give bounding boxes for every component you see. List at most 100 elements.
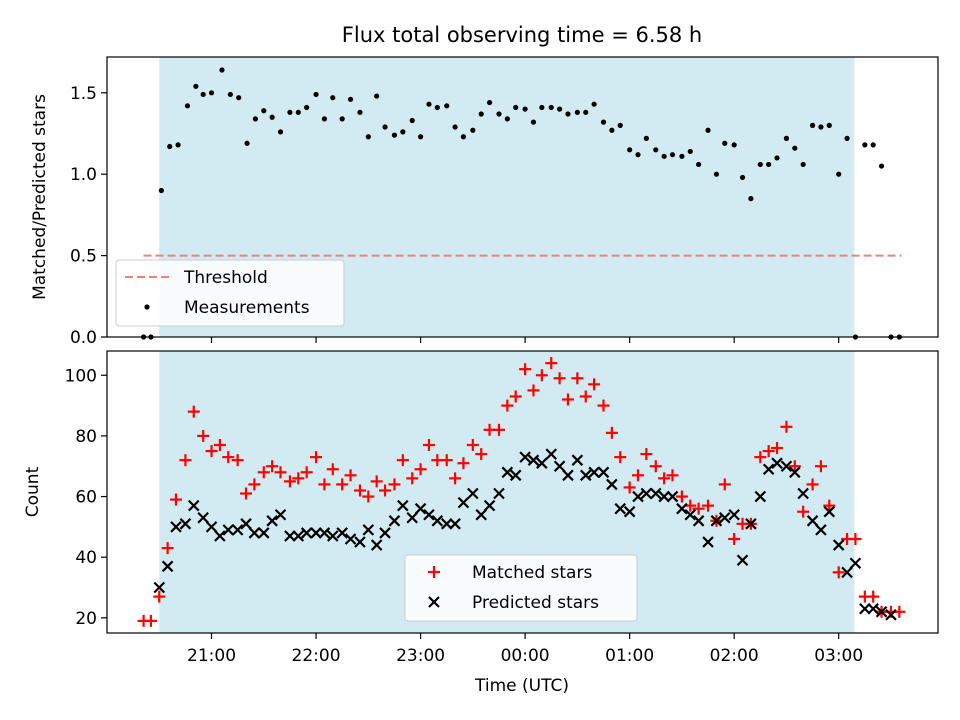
measurement-point [643,135,649,141]
measurement-point [339,116,345,122]
matched-star-point [475,448,488,461]
predicted-star-point [606,478,618,491]
predicted-star-point [170,521,182,533]
matched-star-point [161,542,174,555]
predicted-star-point [475,508,487,521]
matched-star-point [197,429,210,442]
matched-star-point [509,390,522,403]
predicted-star-point [388,515,401,527]
predicted-star-point [493,487,505,500]
predicted-star-point [300,527,313,539]
legend-predicted-swatch [428,596,440,608]
measurement-point [696,161,702,168]
matched-star-point [692,502,705,515]
predicted-star-point [562,469,574,482]
matched-star-point [823,499,836,512]
predicted-star-point [231,524,244,536]
measurement-point [722,140,728,146]
matched-star-point [579,390,592,403]
predicted-star-point [292,530,305,542]
measurement-point [600,119,607,125]
measurement-point [731,142,737,148]
measurement-point [330,95,336,101]
measurement-point [313,91,319,98]
predicted-star-point [354,536,366,548]
predicted-star-point [632,490,644,503]
predicted-star-point [240,518,252,530]
matched-star-point [370,475,383,488]
predicted-star-point [579,469,592,482]
predicted-star-point [692,515,705,527]
matched-star-point [561,393,574,406]
matched-star-point [501,399,514,412]
predicted-star-point [823,505,836,518]
measurement-point [653,147,659,153]
matched-star-point [867,590,880,603]
bottom-y-tick-label: 60 [75,488,97,508]
matched-star-point [240,487,253,500]
predicted-star-point [161,560,174,573]
predicted-star-point [344,533,357,545]
matched-star-point [274,466,287,479]
measurement-point [460,134,467,140]
predicted-star-point [222,524,235,536]
matched-star-point [788,460,801,473]
predicted-star-point [545,448,558,460]
measurement-point [452,124,458,130]
matched-star-point [614,451,627,464]
measurement-point [357,109,363,115]
bottom-legend: Matched stars Predicted stars [404,554,638,622]
matched-star-point [300,466,313,479]
matched-star-point [466,439,479,451]
matched-star-point [283,475,296,488]
measurement-point [530,119,537,125]
matched-star-point [754,451,767,464]
top-y-axis-label: Matched/Predicted stars [30,94,50,300]
measurement-point [687,148,693,155]
legend-threshold-label: Threshold [183,268,268,288]
predicted-star-point [684,508,697,521]
predicted-star-point [457,496,470,509]
matched-star-point [675,490,688,503]
matched-star-point [728,533,741,545]
predicted-star-point [597,466,610,479]
measurement-point [470,127,476,133]
predicted-star-point [623,505,636,518]
matched-star-point [257,466,270,479]
predicted-star-point [153,581,166,594]
matched-star-point [535,369,548,382]
matched-star-point [632,469,645,482]
measurement-point [391,132,398,138]
predicted-star-point [318,527,331,539]
predicted-star-point [754,490,767,503]
matched-star-point [396,454,409,467]
x-tick-label: 22:00 [292,646,341,666]
predicted-star-point [718,511,731,524]
measurement-point [295,109,301,115]
matched-star-point [310,451,323,464]
matched-star-point [353,484,366,497]
matched-star-point [187,405,200,418]
bottom-y-tick-label: 80 [75,427,97,447]
matched-star-point [832,566,845,579]
matched-star-point [527,384,540,397]
top-y-tick-label: 0.5 [70,247,97,267]
measurement-point [878,163,885,169]
predicted-star-point [397,499,409,512]
predicted-star-point [588,466,600,479]
x-tick-label: 23:00 [396,646,445,666]
predicted-star-point [875,605,888,618]
predicted-star-point [658,490,670,503]
matched-star-point [213,439,226,451]
measurement-point [409,117,415,124]
predicted-star-point [780,460,793,473]
measurement-point [609,127,615,133]
matched-star-point [266,460,279,473]
measurement-point [261,108,267,114]
predicted-star-point [745,518,757,530]
predicted-star-point [789,466,801,479]
measurement-point [635,152,641,158]
measurement-point [661,153,667,159]
measurement-point [504,116,510,122]
